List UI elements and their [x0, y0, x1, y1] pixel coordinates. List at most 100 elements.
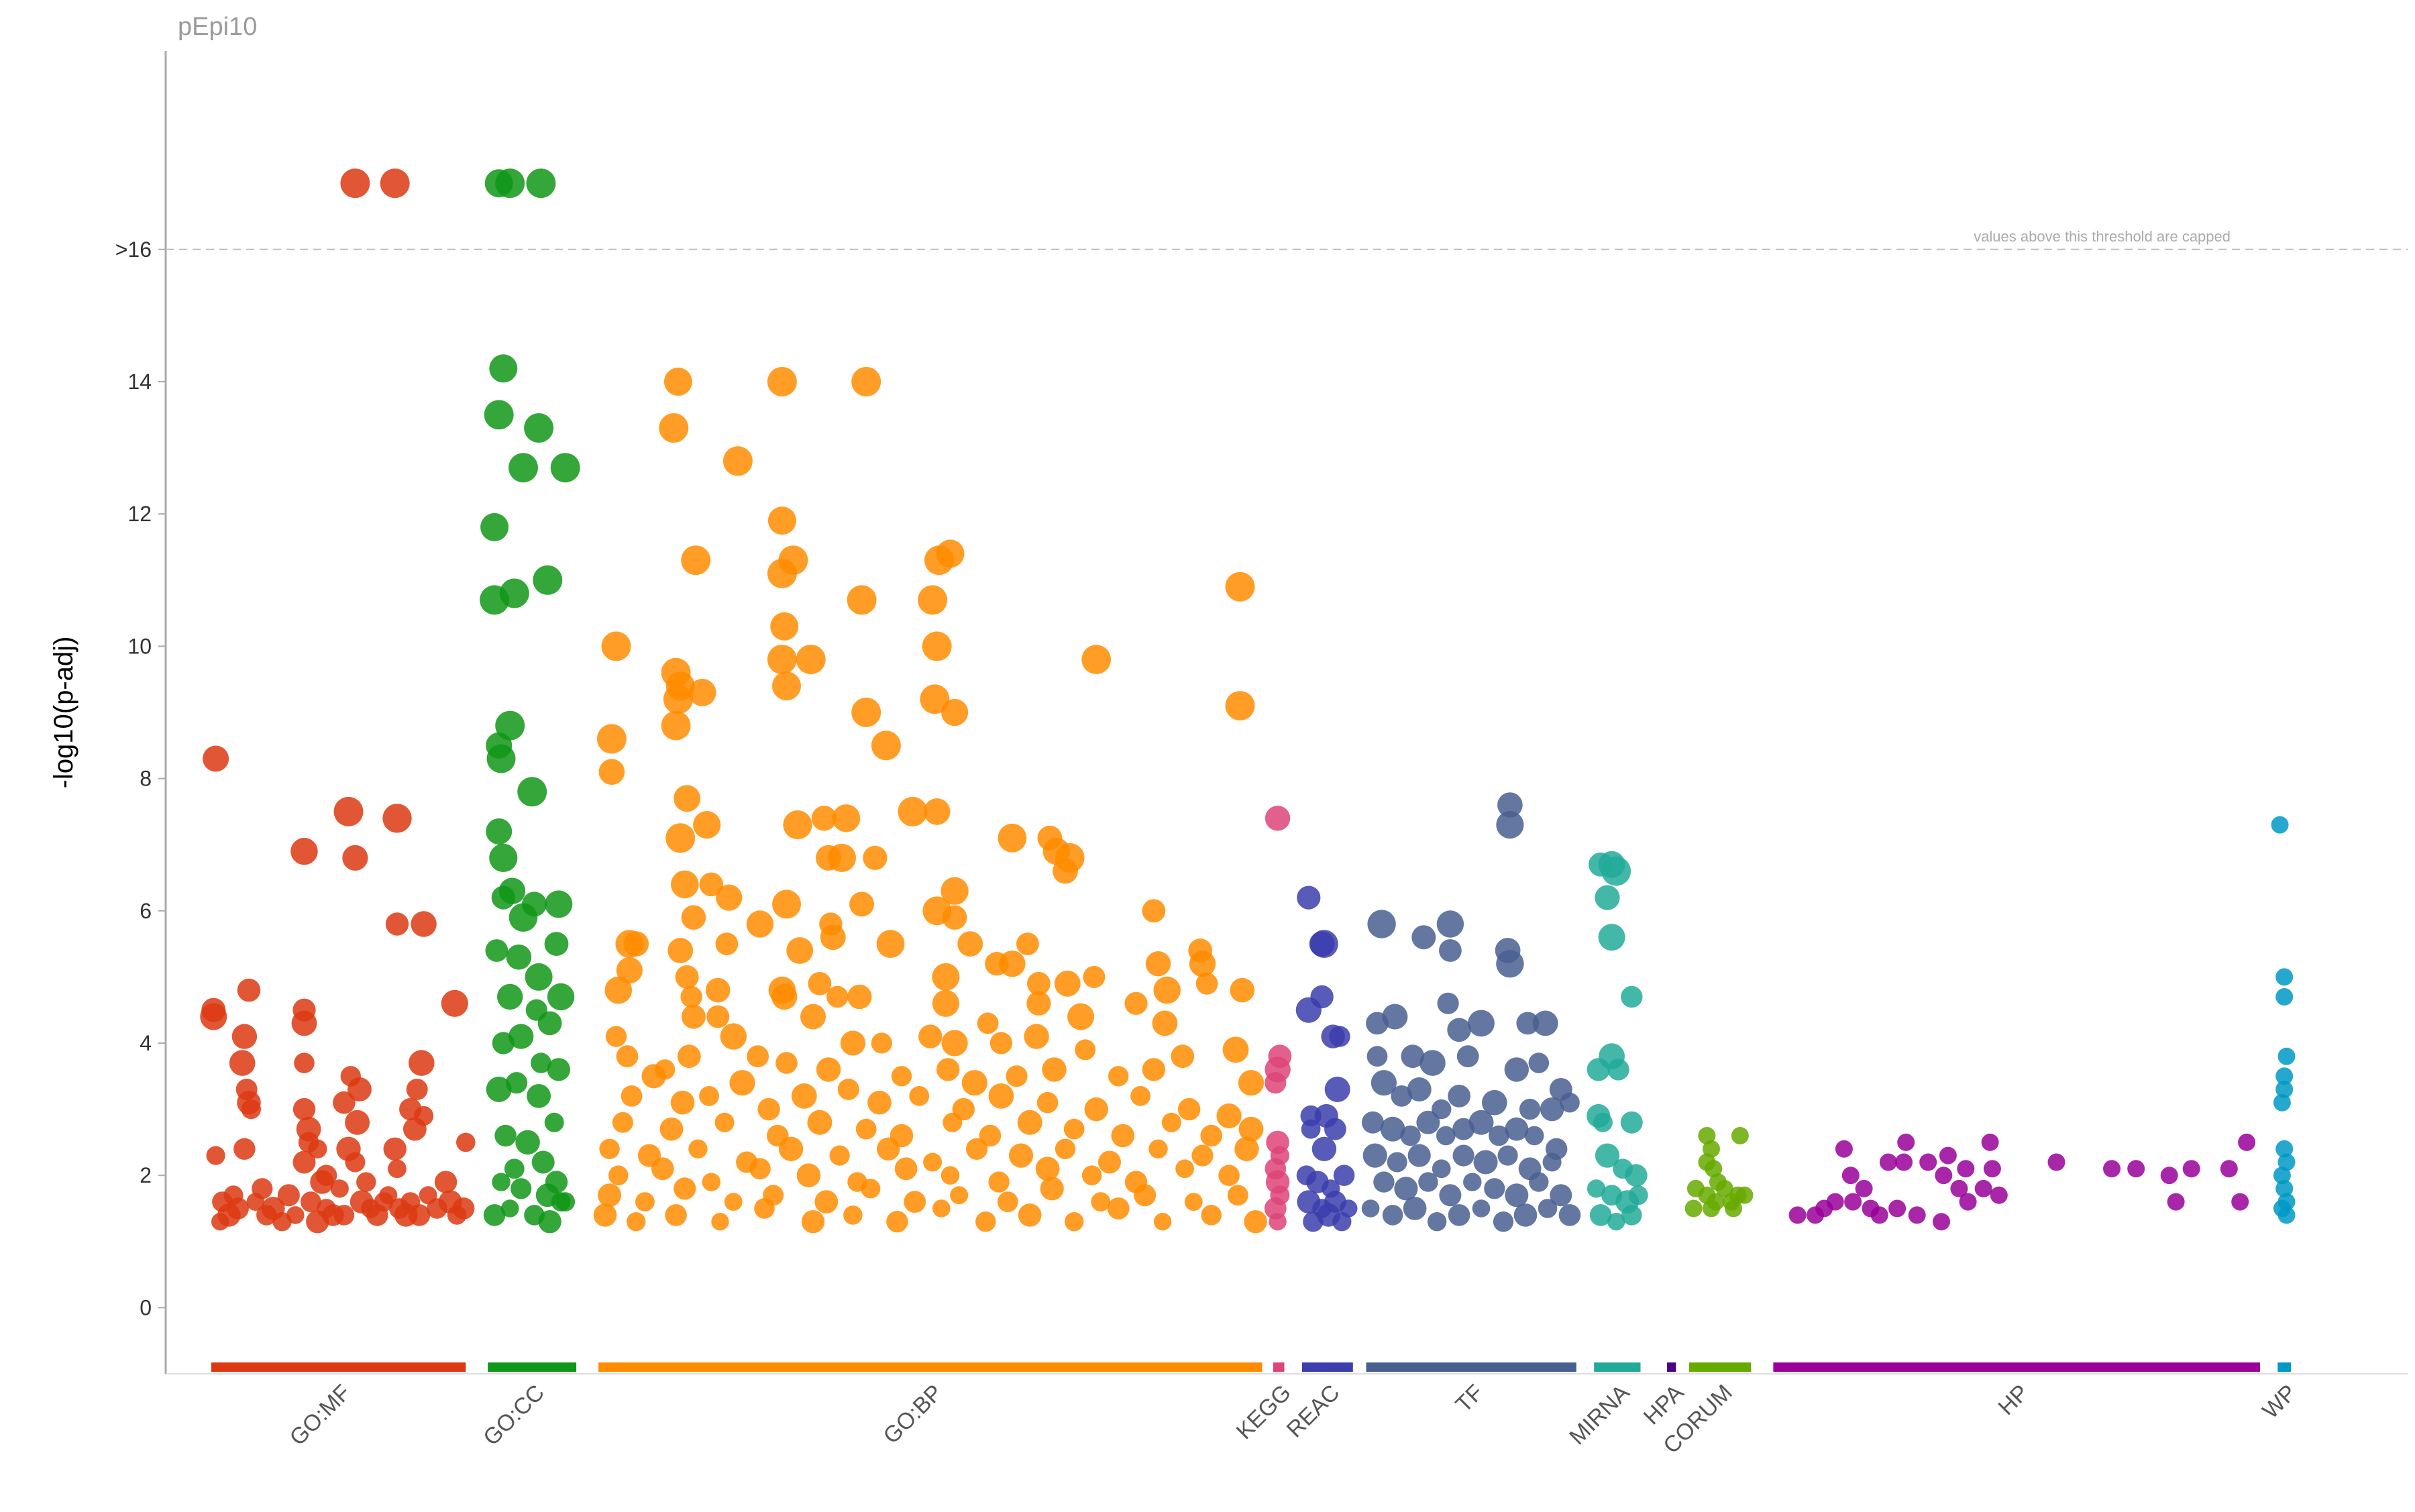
data-point[interactable]: [499, 578, 529, 608]
data-point[interactable]: [1703, 1199, 1720, 1218]
data-point[interactable]: [671, 870, 699, 899]
data-point[interactable]: [1382, 1205, 1403, 1226]
data-point[interactable]: [1589, 1204, 1612, 1226]
data-point[interactable]: [1855, 1179, 1873, 1197]
data-point[interactable]: [1321, 1024, 1345, 1048]
data-point[interactable]: [1142, 1058, 1166, 1081]
data-point[interactable]: [522, 892, 547, 917]
data-point[interactable]: [2275, 1179, 2294, 1197]
data-point[interactable]: [1401, 1044, 1425, 1069]
data-point[interactable]: [531, 1150, 555, 1174]
data-point[interactable]: [932, 963, 960, 991]
data-point[interactable]: [1439, 939, 1462, 962]
data-point[interactable]: [2275, 1081, 2294, 1098]
data-point[interactable]: [533, 565, 563, 595]
data-point[interactable]: [550, 453, 580, 483]
data-point[interactable]: [1130, 1086, 1150, 1106]
data-point[interactable]: [816, 1057, 841, 1082]
data-point[interactable]: [1560, 1092, 1580, 1113]
data-point[interactable]: [1111, 1124, 1135, 1148]
data-point[interactable]: [308, 1139, 327, 1159]
data-point[interactable]: [1684, 1199, 1703, 1218]
data-point[interactable]: [1870, 1206, 1888, 1224]
data-point[interactable]: [1595, 1143, 1620, 1168]
data-point[interactable]: [497, 983, 523, 1010]
data-point[interactable]: [1035, 1156, 1060, 1181]
data-point[interactable]: [1468, 1110, 1494, 1135]
data-point[interactable]: [1017, 1110, 1042, 1135]
data-point[interactable]: [1042, 1057, 1067, 1082]
data-point[interactable]: [1218, 1165, 1240, 1186]
data-point[interactable]: [1310, 930, 1338, 958]
data-point[interactable]: [1108, 1066, 1129, 1087]
data-point[interactable]: [1403, 1197, 1427, 1220]
data-point[interactable]: [374, 1192, 394, 1211]
data-point[interactable]: [749, 1158, 771, 1180]
data-point[interactable]: [942, 905, 967, 930]
data-point[interactable]: [1452, 1144, 1474, 1167]
data-point[interactable]: [485, 939, 508, 962]
data-point[interactable]: [635, 1192, 655, 1211]
data-point[interactable]: [867, 1090, 892, 1115]
data-point[interactable]: [1333, 1165, 1355, 1186]
data-point[interactable]: [989, 1032, 1012, 1055]
data-point[interactable]: [1161, 1112, 1181, 1132]
data-point[interactable]: [1054, 970, 1081, 997]
data-point[interactable]: [292, 1150, 316, 1174]
data-point[interactable]: [1265, 806, 1291, 831]
data-point[interactable]: [1083, 965, 1106, 988]
data-point[interactable]: [489, 354, 518, 383]
data-point[interactable]: [310, 1170, 334, 1194]
data-point[interactable]: [593, 1203, 617, 1227]
data-point[interactable]: [241, 1099, 261, 1120]
data-point[interactable]: [1222, 1036, 1249, 1063]
data-point[interactable]: [1505, 1117, 1529, 1141]
data-point[interactable]: [1026, 991, 1051, 1016]
data-point[interactable]: [1974, 1179, 1992, 1197]
data-point[interactable]: [786, 937, 814, 964]
data-point[interactable]: [871, 731, 901, 761]
data-point[interactable]: [988, 1171, 1010, 1193]
data-point[interactable]: [1484, 1178, 1505, 1199]
data-point[interactable]: [605, 1026, 627, 1047]
data-point[interactable]: [1175, 1159, 1194, 1179]
data-point[interactable]: [1513, 1203, 1538, 1227]
data-point[interactable]: [489, 843, 518, 872]
data-point[interactable]: [1371, 1070, 1397, 1096]
data-point[interactable]: [1081, 1165, 1102, 1185]
data-point[interactable]: [1436, 910, 1464, 938]
data-point[interactable]: [988, 1083, 1014, 1109]
data-point[interactable]: [1703, 1140, 1720, 1158]
data-point[interactable]: [1201, 1205, 1222, 1226]
data-point[interactable]: [1532, 1010, 1558, 1036]
data-point[interactable]: [342, 845, 368, 871]
data-point[interactable]: [1227, 1185, 1248, 1206]
data-point[interactable]: [292, 1097, 316, 1121]
data-point[interactable]: [1496, 950, 1524, 978]
data-point[interactable]: [2275, 1067, 2294, 1085]
data-point[interactable]: [711, 1213, 729, 1231]
data-point[interactable]: [998, 823, 1027, 853]
data-point[interactable]: [1394, 1177, 1418, 1201]
data-point[interactable]: [847, 585, 877, 615]
data-point[interactable]: [294, 1052, 315, 1073]
data-point[interactable]: [382, 804, 412, 833]
data-point[interactable]: [659, 413, 689, 443]
data-point[interactable]: [677, 1044, 701, 1069]
data-point[interactable]: [1142, 899, 1166, 923]
data-point[interactable]: [544, 932, 569, 956]
data-point[interactable]: [2231, 1193, 2249, 1211]
data-point[interactable]: [524, 413, 554, 443]
data-point[interactable]: [659, 1117, 684, 1141]
data-point[interactable]: [231, 1024, 258, 1049]
data-point[interactable]: [1148, 1139, 1168, 1159]
data-point[interactable]: [604, 976, 633, 1004]
data-point[interactable]: [1841, 1167, 1860, 1185]
data-point[interactable]: [851, 367, 881, 396]
data-point[interactable]: [545, 890, 573, 918]
data-point[interactable]: [494, 1124, 517, 1147]
data-point[interactable]: [1189, 951, 1216, 977]
data-point[interactable]: [1540, 1097, 1564, 1122]
data-point[interactable]: [771, 983, 798, 1010]
data-point[interactable]: [1788, 1206, 1807, 1224]
